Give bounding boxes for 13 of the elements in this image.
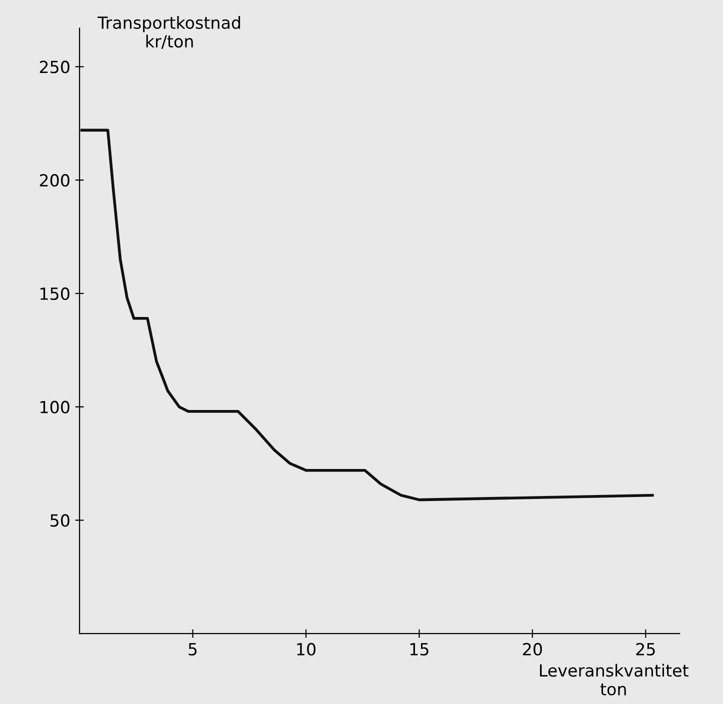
y-tick-label: 150 (40, 287, 70, 300)
y-tick-label: 200 (40, 174, 70, 187)
y-tick-label: 100 (40, 400, 70, 414)
x-tick-label: 5 (188, 643, 197, 656)
x-tick-label: 10 (297, 642, 316, 656)
y-tick-label: 50 (50, 514, 70, 527)
x-tick-label: 15 (410, 643, 428, 656)
y-tick-label: 250 (40, 60, 70, 74)
line-series (80, 128, 654, 502)
x-tick-label: 20 (523, 642, 542, 656)
x-tick-label: 25 (636, 642, 655, 656)
x-axis-title: Leveranskvantitet ton (540, 664, 688, 696)
y-axis-title: Transportkostnad kr/ton (97, 16, 240, 49)
